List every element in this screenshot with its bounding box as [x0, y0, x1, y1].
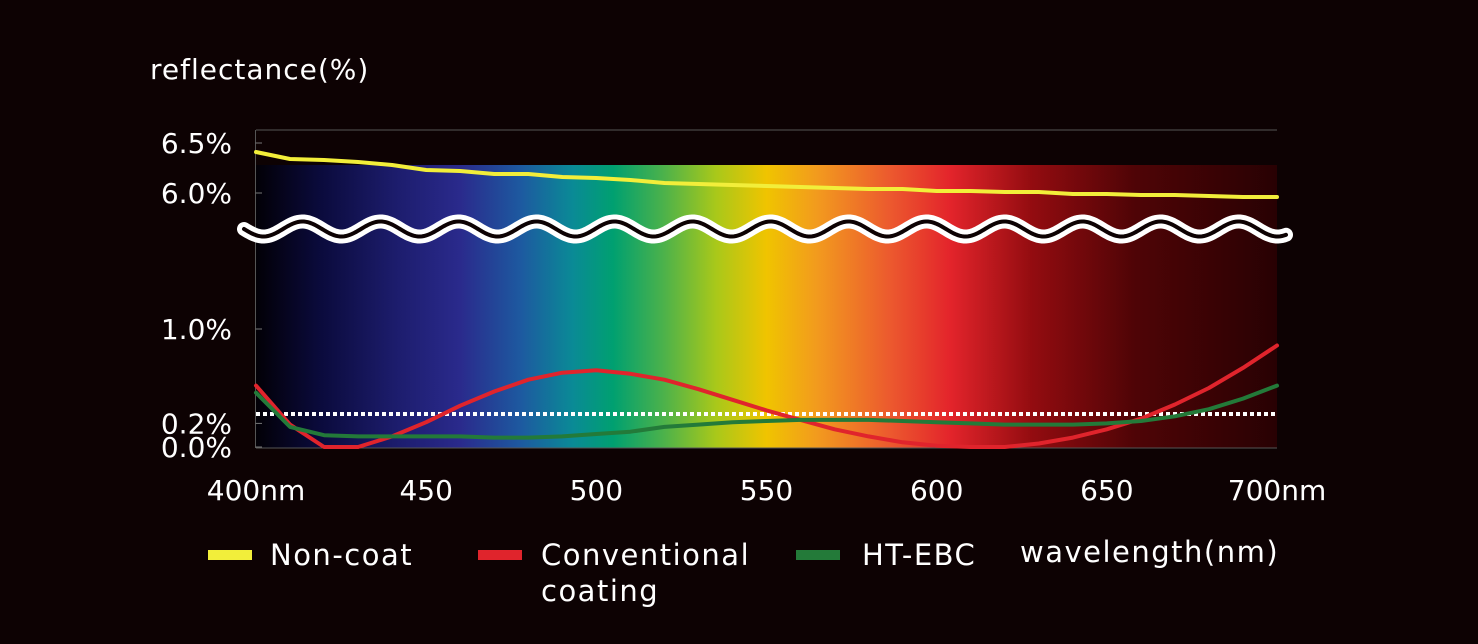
y-tick-labels: 6.5% 6.0% 1.0% 0.2%0.0%	[161, 127, 232, 464]
y-tick-label: 6.5%	[161, 127, 232, 160]
x-tick-label: 500	[570, 474, 623, 507]
x-tick-label: 600	[910, 474, 963, 507]
legend-swatch-ht-ebc	[796, 550, 840, 560]
x-tick-label: 450	[399, 474, 452, 507]
y-axis-label: reflectance(%)	[150, 53, 369, 86]
legend-label-non-coat: Non-coat	[270, 538, 413, 572]
x-tick-labels: 400nm 450 500 550 600 650 700nm	[207, 474, 1326, 507]
x-tick-label: 650	[1080, 474, 1133, 507]
legend-label-ht-ebc: HT-EBC	[862, 538, 976, 572]
series-layer	[254, 150, 1279, 449]
x-tick-label: 400nm	[207, 474, 305, 507]
axis-break	[237, 214, 1293, 244]
legend-item-ht-ebc: HT-EBC	[796, 538, 976, 572]
legend-item-conventional-coating: Conventional coating	[478, 538, 750, 608]
series-line-non-coat	[254, 150, 1279, 199]
legend-item-non-coat: Non-coat	[208, 538, 413, 572]
spectrum-band	[256, 165, 1277, 448]
x-axis-label: wavelength(nm)	[1020, 535, 1279, 569]
axis-break-inner	[242, 219, 1288, 239]
legend-label-conventional-line-1: Conventional	[541, 538, 750, 572]
legend-swatch-conventional-coating	[478, 550, 522, 560]
y-tick-label: 0.0%	[161, 431, 232, 464]
legend-label-conventional-line-2: coating	[541, 574, 659, 608]
series-line-conventional-coating	[254, 343, 1279, 449]
x-tick-label: 550	[740, 474, 793, 507]
y-tick-label: 1.0%	[161, 313, 232, 346]
series-line-ht-ebc	[254, 383, 1279, 440]
y-tick-label: 6.0%	[161, 177, 232, 210]
y-tick-label: 0.2%	[161, 407, 232, 440]
x-tick-label: 700nm	[1228, 474, 1326, 507]
spectrum-background	[256, 165, 1277, 448]
legend: Non-coat Conventional coating HT-EBC wav…	[208, 535, 1279, 608]
legend-swatch-non-coat	[208, 550, 252, 560]
